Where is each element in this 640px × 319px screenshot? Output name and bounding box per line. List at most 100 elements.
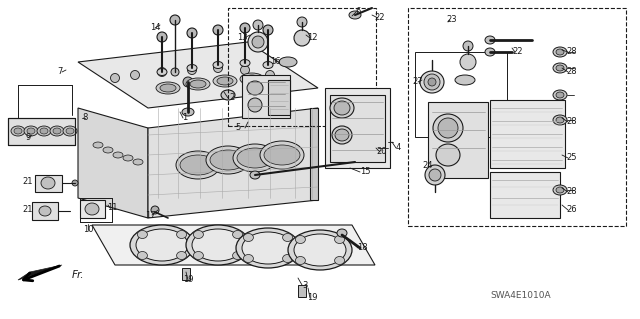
Ellipse shape xyxy=(170,15,180,25)
Ellipse shape xyxy=(253,20,263,30)
Ellipse shape xyxy=(240,60,250,66)
Text: 8: 8 xyxy=(83,114,88,122)
Ellipse shape xyxy=(335,235,344,243)
Ellipse shape xyxy=(187,28,197,38)
Ellipse shape xyxy=(553,63,567,73)
Ellipse shape xyxy=(420,71,444,93)
Ellipse shape xyxy=(111,73,120,83)
Ellipse shape xyxy=(182,108,194,116)
Polygon shape xyxy=(490,100,565,168)
Ellipse shape xyxy=(123,155,133,161)
Text: SWA4E1010A: SWA4E1010A xyxy=(490,291,550,300)
Text: 17: 17 xyxy=(145,211,156,219)
Ellipse shape xyxy=(553,185,567,195)
Text: 21: 21 xyxy=(23,177,33,187)
Text: 28: 28 xyxy=(566,48,577,56)
Ellipse shape xyxy=(37,126,51,136)
Polygon shape xyxy=(80,200,105,218)
Text: 2: 2 xyxy=(229,93,235,102)
Ellipse shape xyxy=(248,98,262,112)
Ellipse shape xyxy=(177,231,187,239)
Text: 14: 14 xyxy=(150,24,160,33)
Ellipse shape xyxy=(217,77,233,85)
Text: 22: 22 xyxy=(375,13,385,23)
Ellipse shape xyxy=(66,128,74,134)
Ellipse shape xyxy=(180,155,216,175)
Text: 19: 19 xyxy=(307,293,317,302)
Polygon shape xyxy=(8,118,75,145)
Ellipse shape xyxy=(72,180,78,186)
Ellipse shape xyxy=(232,231,243,239)
Ellipse shape xyxy=(556,187,564,193)
Ellipse shape xyxy=(213,25,223,35)
Polygon shape xyxy=(428,102,488,178)
Bar xyxy=(408,8,626,226)
Polygon shape xyxy=(330,95,385,162)
Ellipse shape xyxy=(85,203,99,215)
Text: 15: 15 xyxy=(360,167,371,176)
Ellipse shape xyxy=(93,142,103,148)
Polygon shape xyxy=(310,108,318,200)
Ellipse shape xyxy=(330,98,354,118)
Ellipse shape xyxy=(436,144,460,166)
Bar xyxy=(182,268,190,280)
Ellipse shape xyxy=(556,49,564,55)
Ellipse shape xyxy=(221,90,235,100)
Ellipse shape xyxy=(186,78,210,90)
Ellipse shape xyxy=(160,84,176,92)
Text: 22: 22 xyxy=(513,48,524,56)
Ellipse shape xyxy=(192,229,244,261)
Ellipse shape xyxy=(39,206,51,216)
Ellipse shape xyxy=(263,25,273,35)
Text: 4: 4 xyxy=(396,144,401,152)
Ellipse shape xyxy=(171,68,179,76)
Text: 19: 19 xyxy=(183,276,193,285)
Ellipse shape xyxy=(50,126,64,136)
Polygon shape xyxy=(242,75,290,118)
Ellipse shape xyxy=(40,128,48,134)
Ellipse shape xyxy=(157,69,167,76)
Ellipse shape xyxy=(136,229,188,261)
Ellipse shape xyxy=(438,118,458,138)
Text: 28: 28 xyxy=(566,117,577,127)
Ellipse shape xyxy=(138,251,147,259)
Ellipse shape xyxy=(213,75,237,87)
Ellipse shape xyxy=(14,128,22,134)
Ellipse shape xyxy=(236,228,300,268)
Text: 18: 18 xyxy=(356,243,367,253)
Ellipse shape xyxy=(151,206,159,214)
Ellipse shape xyxy=(248,32,268,52)
Ellipse shape xyxy=(337,229,347,237)
Ellipse shape xyxy=(193,251,204,259)
Ellipse shape xyxy=(263,62,273,69)
Ellipse shape xyxy=(11,126,25,136)
Text: 11: 11 xyxy=(107,204,117,212)
Ellipse shape xyxy=(24,126,38,136)
Text: 5: 5 xyxy=(236,123,241,132)
Ellipse shape xyxy=(244,75,260,83)
Text: 1: 1 xyxy=(182,114,188,122)
Text: 13: 13 xyxy=(237,33,247,42)
Ellipse shape xyxy=(187,64,197,71)
Ellipse shape xyxy=(553,90,567,100)
Ellipse shape xyxy=(243,255,253,263)
Ellipse shape xyxy=(283,255,292,263)
Ellipse shape xyxy=(130,225,194,265)
Ellipse shape xyxy=(296,235,305,243)
Ellipse shape xyxy=(266,70,275,79)
Ellipse shape xyxy=(113,152,123,158)
Ellipse shape xyxy=(433,114,463,142)
Ellipse shape xyxy=(188,65,196,75)
Ellipse shape xyxy=(241,65,250,75)
Bar xyxy=(298,285,306,297)
Text: 6: 6 xyxy=(355,8,361,17)
Polygon shape xyxy=(92,225,375,265)
Ellipse shape xyxy=(264,145,300,165)
Ellipse shape xyxy=(157,68,166,77)
Bar xyxy=(228,8,376,126)
Ellipse shape xyxy=(294,234,346,266)
Ellipse shape xyxy=(332,126,352,144)
Ellipse shape xyxy=(176,151,220,179)
Polygon shape xyxy=(490,172,560,218)
Ellipse shape xyxy=(556,65,564,71)
